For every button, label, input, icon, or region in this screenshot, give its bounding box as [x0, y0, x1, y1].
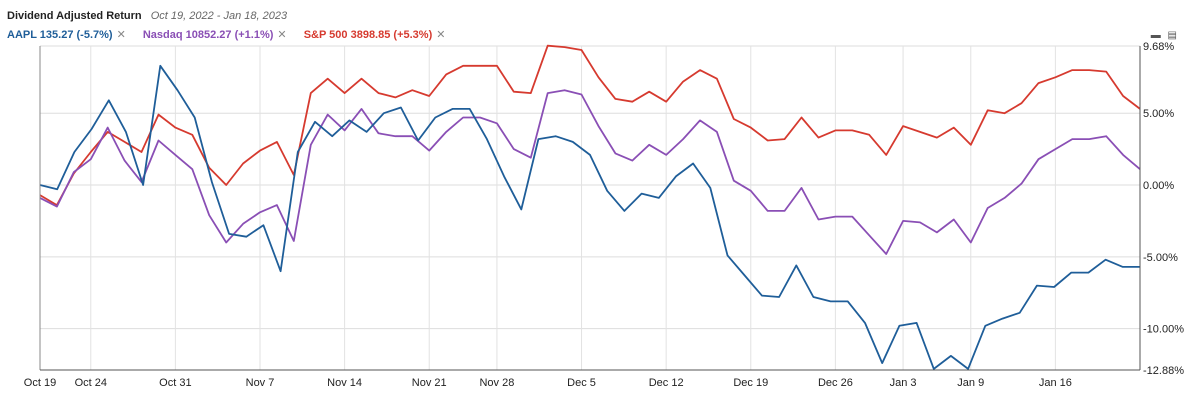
chart-title: Dividend Adjusted Return	[7, 10, 142, 22]
x-tick-label: Dec 19	[733, 377, 768, 389]
minimize-icon[interactable]: ▬	[1150, 30, 1161, 41]
title-row: Dividend Adjusted Return Oct 19, 2022 - …	[7, 10, 287, 22]
legend-item-sp500[interactable]: S&P 500 3898.85 (+5.3%) ✕	[304, 29, 446, 41]
legend-item-nasdaq[interactable]: Nasdaq 10852.27 (+1.1%) ✕	[143, 29, 290, 41]
series-lines	[39, 44, 1141, 370]
x-tick-label: Nov 7	[246, 377, 275, 389]
sp500-line	[39, 44, 1141, 207]
x-axis-ticks: Oct 19 Oct 24 Oct 31 Nov 7 Nov 14 Nov 21 Nov 2…	[24, 377, 1072, 389]
legend-label-sp500: S&P 500 3898.85 (+5.3%)	[303, 29, 433, 41]
legend-item-aapl[interactable]: AAPL 135.27 (-5.7%) ✕	[7, 29, 129, 41]
x-tick-label: Oct 19	[24, 377, 56, 389]
y-tick-label: 9.68%	[1143, 41, 1174, 53]
date-range: Oct 19, 2022 - Jan 18, 2023	[150, 10, 288, 22]
legend-label-nasdaq: Nasdaq 10852.27 (+1.1%)	[142, 29, 274, 41]
remove-sp500-icon[interactable]: ✕	[436, 29, 446, 41]
x-tick-label: Dec 26	[818, 377, 853, 389]
nasdaq-line	[39, 89, 1141, 255]
x-tick-label: Nov 21	[412, 377, 447, 389]
aapl-line	[39, 64, 1140, 370]
chart-tools: ▬ ▤	[1147, 30, 1177, 41]
y-tick-label: 5.00%	[1143, 108, 1174, 120]
x-tick-label: Oct 24	[75, 377, 107, 389]
x-tick-label: Dec 5	[567, 377, 596, 389]
x-tick-label: Nov 14	[327, 377, 362, 389]
y-axis-ticks: 9.68% 5.00% 0.00% -5.00% -10.00% -12.88%	[1143, 41, 1184, 377]
y-tick-label: -5.00%	[1143, 252, 1178, 264]
axes	[39, 46, 1141, 371]
chart-header: Dividend Adjusted Return Oct 19, 2022 - …	[7, 4, 1187, 44]
remove-nasdaq-icon[interactable]: ✕	[277, 29, 287, 41]
x-tick-label: Jan 9	[957, 377, 984, 389]
y-tick-label: -10.00%	[1143, 324, 1184, 336]
x-tick-label: Dec 12	[649, 377, 684, 389]
legend: AAPL 135.27 (-5.7%) ✕ Nasdaq 10852.27 (+1…	[7, 28, 459, 41]
legend-label-aapl: AAPL 135.27 (-5.7%)	[7, 29, 113, 41]
x-tick-label: Nov 28	[479, 377, 514, 389]
x-tick-label: Jan 16	[1039, 377, 1072, 389]
x-tick-label: Oct 31	[159, 377, 191, 389]
x-tick-label: Jan 3	[890, 377, 917, 389]
remove-aapl-icon[interactable]: ✕	[116, 29, 126, 41]
y-tick-label: -12.88%	[1143, 365, 1184, 377]
print-icon[interactable]: ▤	[1167, 30, 1177, 41]
grid-lines	[39, 45, 1140, 371]
y-tick-label: 0.00%	[1143, 180, 1174, 192]
